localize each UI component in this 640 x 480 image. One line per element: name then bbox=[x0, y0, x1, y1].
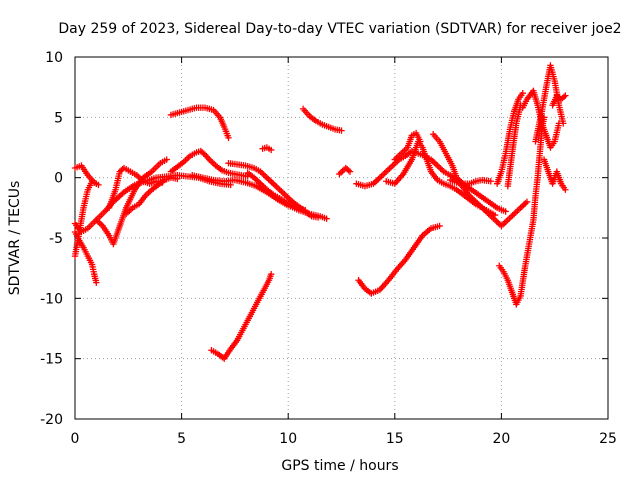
data-point-marker bbox=[523, 198, 531, 205]
series-arc-25 bbox=[496, 114, 548, 308]
x-tick-label: 25 bbox=[599, 431, 617, 447]
data-point-marker bbox=[174, 175, 181, 183]
series-arc-24 bbox=[504, 102, 524, 190]
series-arc-22 bbox=[447, 176, 494, 187]
series-arc-27 bbox=[532, 62, 567, 145]
data-point-marker bbox=[562, 92, 569, 99]
y-axis-label: SDTVAR / TECUs bbox=[7, 181, 23, 296]
y-tick-label: 5 bbox=[54, 110, 63, 126]
y-tick-label: -20 bbox=[40, 412, 63, 428]
data-point-marker bbox=[560, 93, 568, 101]
data-point-marker bbox=[163, 156, 170, 163]
series-arc-07 bbox=[122, 174, 181, 218]
series-arc-20 bbox=[355, 222, 443, 297]
series-arc-23 bbox=[493, 90, 526, 187]
data-point-marker bbox=[346, 168, 354, 175]
series-arc-02 bbox=[71, 228, 100, 286]
data-point-marker bbox=[267, 146, 275, 154]
data-point-marker bbox=[200, 150, 207, 157]
y-tick-label: 0 bbox=[54, 171, 63, 187]
data-point-marker bbox=[267, 271, 275, 278]
series-arc-12 bbox=[167, 104, 232, 142]
data-point-marker bbox=[95, 181, 102, 189]
data-point-marker bbox=[417, 138, 424, 145]
data-point-marker bbox=[519, 90, 526, 97]
series-arc-13 bbox=[259, 144, 275, 154]
data-points bbox=[71, 62, 569, 362]
data-point-marker bbox=[562, 186, 569, 193]
x-tick-label: 0 bbox=[71, 431, 80, 447]
data-point-marker bbox=[345, 167, 352, 174]
series-arc-11 bbox=[244, 169, 309, 214]
x-axis-label: GPS time / hours bbox=[281, 458, 398, 474]
data-point-marker bbox=[225, 134, 232, 142]
series-arc-19 bbox=[391, 129, 424, 163]
x-tick-label: 15 bbox=[386, 431, 404, 447]
axis-ticks: 0 5 10 15 20 25 10 5 0 -5 -10 -15 -20 bbox=[40, 50, 617, 447]
x-tick-label: 10 bbox=[279, 431, 297, 447]
data-point-marker bbox=[338, 127, 345, 134]
y-tick-label: -15 bbox=[40, 352, 63, 368]
series-arc-10 bbox=[225, 159, 322, 221]
y-tick-label: 10 bbox=[45, 50, 63, 66]
data-point-marker bbox=[314, 214, 322, 221]
series-arc-04 bbox=[71, 162, 102, 189]
data-point-marker bbox=[323, 215, 330, 222]
data-point-marker bbox=[436, 222, 443, 230]
series-arc-18 bbox=[383, 138, 499, 219]
series-arc-28 bbox=[540, 156, 569, 193]
chart-title: Day 259 of 2023, Sidereal Day-to-day VTE… bbox=[58, 21, 621, 37]
data-point-marker bbox=[491, 211, 499, 219]
y-tick-label: -5 bbox=[49, 231, 63, 247]
series-arc-05 bbox=[93, 156, 170, 248]
series-arc-16 bbox=[336, 164, 354, 178]
data-point-marker bbox=[487, 178, 494, 185]
series-arc-14 bbox=[299, 105, 345, 134]
data-point-marker bbox=[93, 279, 100, 286]
y-tick-label: -10 bbox=[40, 291, 63, 307]
data-point-marker bbox=[502, 208, 509, 215]
series-arc-29 bbox=[549, 92, 569, 109]
series-arc-06 bbox=[105, 164, 166, 212]
data-point-marker bbox=[302, 207, 309, 214]
series-arc-15 bbox=[208, 271, 275, 362]
x-tick-label: 5 bbox=[177, 431, 186, 447]
x-tick-label: 20 bbox=[492, 431, 510, 447]
data-point-marker bbox=[560, 120, 567, 127]
